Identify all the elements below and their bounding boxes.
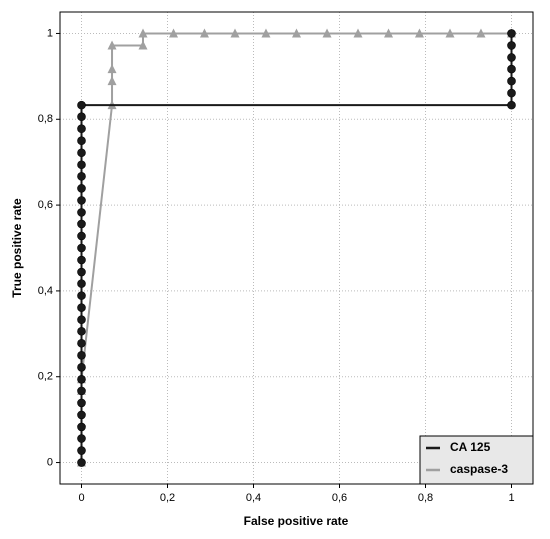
circle-marker (77, 386, 86, 396)
circle-marker (77, 338, 86, 348)
x-tick-label: 0,2 (160, 492, 175, 504)
triangle-marker (138, 28, 148, 38)
circle-marker (77, 148, 86, 158)
triangle-marker (353, 28, 363, 38)
triangle-marker (107, 64, 117, 74)
triangle-marker (169, 28, 179, 38)
circle-marker (77, 398, 86, 408)
circle-marker (77, 243, 86, 253)
x-tick-label: 0,6 (332, 492, 347, 504)
y-tick-label: 0 (47, 456, 53, 468)
x-axis-title: False positive rate (244, 514, 349, 528)
circle-marker (77, 326, 86, 336)
triangle-marker (138, 40, 148, 50)
triangle-marker (476, 28, 486, 38)
circle-marker (507, 53, 516, 62)
legend-label: caspase-3 (450, 462, 508, 476)
circle-marker (507, 100, 516, 110)
y-axis-title: True positive rate (10, 198, 24, 298)
triangle-marker (292, 28, 301, 38)
circle-marker (77, 315, 86, 324)
y-tick-label: 0,6 (38, 199, 53, 211)
circle-marker (77, 136, 86, 146)
circle-marker (77, 208, 86, 217)
x-tick-label: 0,4 (246, 492, 261, 504)
triangle-marker (322, 28, 332, 38)
circle-marker (77, 291, 86, 300)
circle-marker (77, 124, 86, 134)
circle-marker (507, 88, 516, 98)
triangle-marker (261, 28, 271, 38)
circle-marker (77, 196, 86, 205)
circle-marker (507, 41, 516, 50)
triangle-marker (107, 40, 117, 50)
legend-label: CA 125 (450, 440, 491, 454)
circle-marker (77, 100, 86, 110)
circle-marker (77, 458, 86, 467)
circle-marker (507, 29, 516, 38)
circle-marker (77, 160, 86, 170)
circle-marker (77, 267, 86, 277)
circle-marker (77, 362, 86, 372)
triangle-marker (414, 28, 424, 38)
triangle-marker (384, 28, 394, 38)
triangle-marker (107, 76, 117, 86)
circle-marker (77, 410, 86, 420)
triangle-marker (445, 28, 455, 38)
circle-marker (77, 219, 86, 229)
circle-marker (77, 112, 86, 121)
circle-marker (507, 64, 516, 74)
circle-marker (77, 231, 86, 241)
y-tick-label: 1 (47, 27, 53, 39)
plot-frame (59, 11, 534, 485)
legend: CA 125 caspase-3 (419, 435, 534, 485)
y-tick-label: 0,8 (38, 113, 53, 125)
circle-marker (77, 279, 86, 288)
x-tick-label: 1 (508, 492, 514, 504)
circle-marker (507, 76, 516, 86)
circle-marker (77, 172, 86, 181)
circle-marker (77, 446, 86, 455)
circle-marker (77, 422, 86, 432)
circle-marker (77, 375, 86, 384)
triangle-marker (199, 28, 209, 38)
circle-marker (77, 303, 86, 312)
legend-box (419, 435, 534, 485)
triangle-marker (230, 28, 240, 38)
y-tick-label: 0,2 (38, 371, 53, 383)
x-tick-label: 0 (78, 492, 84, 504)
y-tick-label: 0,4 (38, 285, 53, 297)
circle-marker (77, 350, 86, 360)
circle-marker (77, 434, 86, 443)
x-tick-label: 0,8 (418, 492, 433, 504)
circle-marker (77, 255, 86, 265)
circle-marker (77, 184, 86, 193)
